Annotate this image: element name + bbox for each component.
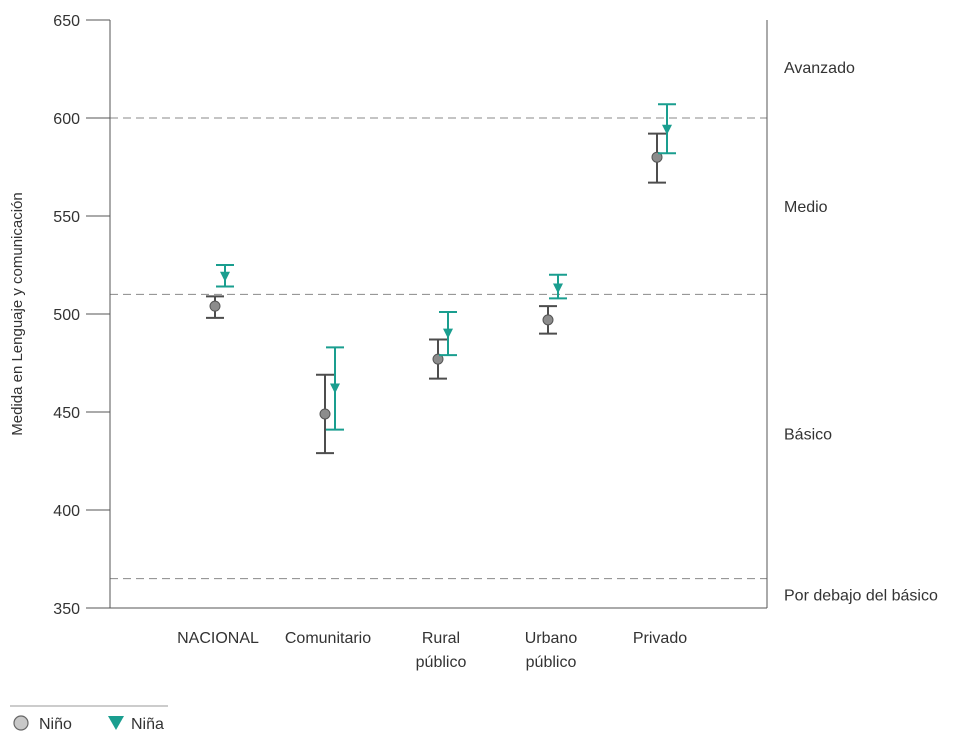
series-nina [216, 103, 676, 431]
y-axis-ticks: 350 400 450 500 550 600 650 [53, 13, 110, 618]
y-tick-label: 650 [53, 13, 80, 30]
axes [109, 20, 768, 609]
y-tick-label: 350 [53, 601, 80, 618]
performance-level-labels: Avanzado Medio Básico Por debajo del básico [784, 60, 938, 604]
y-tick-label: 500 [53, 307, 80, 324]
series-nino [206, 132, 666, 455]
threshold-lines [110, 117, 767, 580]
x-category-label-rural-publico: Rural [422, 630, 460, 647]
level-label: Por debajo del básico [784, 587, 938, 604]
level-label: Medio [784, 199, 828, 216]
y-tick-label: 600 [53, 111, 80, 128]
data-point-triangle [443, 328, 453, 339]
level-label: Avanzado [784, 60, 855, 77]
legend: Niño Niña [10, 705, 168, 733]
y-tick-label: 450 [53, 405, 80, 422]
x-category-label-comunitario: Comunitario [285, 630, 371, 647]
x-category-label-urbano-publico: Urbano [525, 630, 578, 647]
x-axis-category-labels: NACIONAL Comunitario Rural público Urbano púb… [177, 630, 687, 671]
data-point-circle [432, 353, 444, 365]
x-category-label-privado: Privado [633, 630, 687, 647]
legend-marker-triangle [108, 716, 124, 730]
y-axis-label: Medida en Lenguaje y comunicación [9, 192, 26, 436]
data-point-triangle [220, 271, 230, 282]
y-tick-label: 550 [53, 209, 80, 226]
y-tick-label: 400 [53, 503, 80, 520]
data-point-triangle [330, 383, 340, 394]
x-category-label-urbano-publico: público [526, 654, 577, 671]
legend-label-nina: Niña [131, 716, 164, 733]
data-point-circle [651, 151, 663, 163]
legend-marker-circle [13, 715, 29, 731]
data-point-circle [542, 314, 554, 326]
data-point-triangle [553, 283, 563, 294]
data-point-circle [209, 300, 221, 312]
data-series [206, 103, 676, 455]
x-category-label-nacional: NACIONAL [177, 630, 259, 647]
data-point-circle [319, 408, 331, 420]
x-category-label-rural-publico: público [416, 654, 467, 671]
data-point-triangle [662, 124, 672, 135]
level-label: Básico [784, 427, 832, 444]
legend-label-nino: Niño [39, 716, 72, 733]
